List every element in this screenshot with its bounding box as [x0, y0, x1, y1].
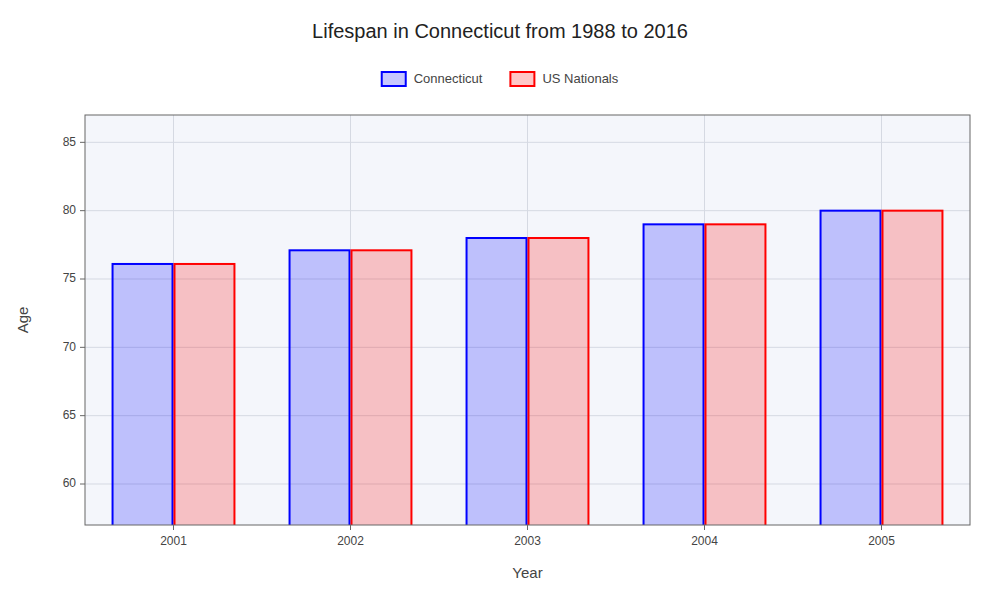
chart-container: 60 65 70 75 80 85 2001 2002 2003 2004 2005 Lifespan… [0, 0, 1000, 600]
bar [352, 250, 412, 525]
legend: Connecticut US Nationals [382, 71, 619, 86]
y-tick-label: 85 [63, 135, 77, 149]
y-tick-label: 60 [63, 476, 77, 490]
x-tick-label: 2001 [160, 534, 187, 548]
x-tick-label: 2003 [514, 534, 541, 548]
legend-label: Connecticut [414, 71, 483, 86]
bar [706, 224, 766, 525]
legend-swatch [382, 72, 406, 86]
y-tick [80, 142, 85, 143]
bar [290, 250, 350, 525]
title: Lifespan in Connecticut from 1988 to 201… [312, 20, 688, 42]
y-tick [80, 415, 85, 416]
bar [467, 238, 527, 525]
bar [821, 211, 881, 525]
page: {"chart_data": {"type": "bar", "title": … [0, 0, 1000, 600]
y-axis-label: Age [14, 307, 31, 334]
bars [113, 211, 943, 525]
y-tick-label: 80 [63, 203, 77, 217]
legend-label: US Nationals [542, 71, 618, 86]
y-tick [80, 210, 85, 211]
bar [175, 264, 235, 525]
bar [883, 211, 943, 525]
x-tick [527, 525, 528, 530]
y-tick [80, 484, 85, 485]
x-tick [173, 525, 174, 530]
chart-svg: 60 65 70 75 80 85 2001 2002 2003 2004 2005 Lifespan… [0, 0, 1000, 600]
x-tick-label: 2005 [868, 534, 895, 548]
x-tick-label: 2004 [691, 534, 718, 548]
x-tick [350, 525, 351, 530]
y-tick-label: 65 [63, 408, 77, 422]
bar [529, 238, 589, 525]
legend-swatch [510, 72, 534, 86]
bar [644, 224, 704, 525]
y-tick-label: 70 [63, 340, 77, 354]
x-axis-label: Year [512, 564, 542, 581]
y-tick-label: 75 [63, 271, 77, 285]
legend-item: Connecticut [382, 71, 483, 86]
y-tick [80, 347, 85, 348]
x-tick-label: 2002 [337, 534, 364, 548]
bar [113, 264, 173, 525]
plot-frame [85, 115, 970, 525]
x-tick [881, 525, 882, 530]
legend-item: US Nationals [510, 71, 618, 86]
y-tick [80, 279, 85, 280]
x-tick [704, 525, 705, 530]
